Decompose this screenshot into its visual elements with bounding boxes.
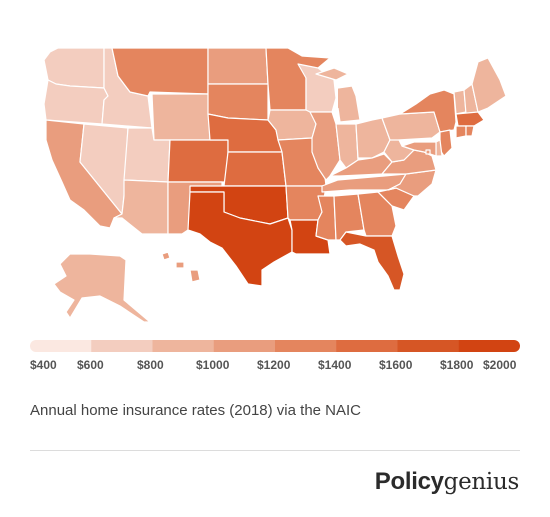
scale-swatch	[397, 340, 460, 352]
scale-tick-label: $400	[30, 358, 57, 372]
scale-swatch	[275, 340, 337, 352]
color-scale-bar	[30, 340, 520, 352]
brand-logo-bold: Policy	[374, 468, 444, 495]
state-tx	[187, 191, 293, 287]
scale-tick-label: $1800	[440, 358, 474, 372]
state-ky	[329, 153, 393, 177]
state-hi	[161, 251, 201, 283]
scale-tick-label: $1000	[196, 358, 230, 372]
brand-logo: Policygenius	[374, 468, 520, 496]
scale-swatch	[152, 340, 215, 352]
scale-swatch	[458, 340, 520, 352]
divider	[30, 450, 520, 451]
state-co	[167, 139, 229, 183]
us-choropleth-map	[43, 47, 507, 323]
scale-tick-label: $1400	[318, 358, 352, 372]
scale-tick-label: $600	[77, 358, 104, 372]
brand-logo-serif: genius	[443, 469, 520, 495]
scale-tick-label: $800	[137, 358, 164, 372]
state-ks	[223, 151, 287, 187]
scale-tick-label: $2000	[483, 358, 517, 372]
state-sd	[207, 83, 269, 121]
state-mi	[315, 67, 361, 123]
state-ct	[455, 125, 467, 139]
scale-swatch	[30, 340, 92, 352]
state-nd	[207, 47, 269, 85]
state-fl	[339, 231, 405, 291]
state-me	[471, 57, 507, 113]
scale-swatch	[91, 340, 154, 352]
state-il	[309, 111, 341, 181]
state-ri	[465, 125, 475, 137]
state-dc	[425, 149, 431, 155]
state-nc	[387, 169, 437, 197]
state-ma	[455, 111, 485, 127]
scale-tick-label: $1600	[379, 358, 413, 372]
state-wy	[151, 93, 211, 141]
color-scale-labels: $400 $600 $800 $1000 $1200 $1400 $1600 $1800 $20…	[0, 358, 550, 374]
scale-swatch	[336, 340, 399, 352]
scale-tick-label: $1200	[257, 358, 291, 372]
scale-swatch	[213, 340, 276, 352]
map-caption: Annual home insurance rates (2018) via t…	[30, 402, 362, 419]
state-pa	[381, 111, 441, 141]
state-ak	[53, 253, 151, 323]
